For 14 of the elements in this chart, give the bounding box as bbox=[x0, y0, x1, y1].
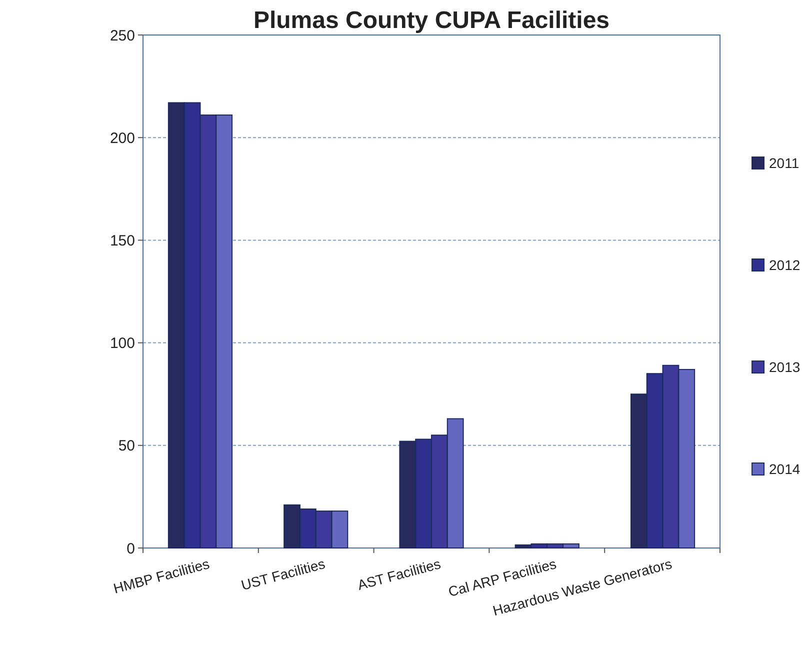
y-tick-label: 150 bbox=[110, 232, 135, 250]
x-tick-label: UST Facilities bbox=[239, 555, 327, 594]
y-tick-label: 100 bbox=[110, 335, 135, 352]
x-tick-label: HMBP Facilities bbox=[112, 555, 212, 596]
legend-label: 2012 bbox=[769, 256, 800, 273]
legend-label: 2013 bbox=[769, 358, 800, 375]
y-tick-label: 250 bbox=[110, 27, 135, 44]
chart-title: Plumas County CUPA Facilities bbox=[253, 7, 610, 34]
x-tick-label: AST Facilities bbox=[356, 555, 442, 593]
y-tick-label: 50 bbox=[118, 438, 135, 455]
y-tick-label: 200 bbox=[110, 130, 135, 147]
y-tick-label: 0 bbox=[126, 540, 135, 558]
legend-label: 2014 bbox=[769, 460, 800, 477]
legend-label: 2011 bbox=[769, 154, 800, 171]
